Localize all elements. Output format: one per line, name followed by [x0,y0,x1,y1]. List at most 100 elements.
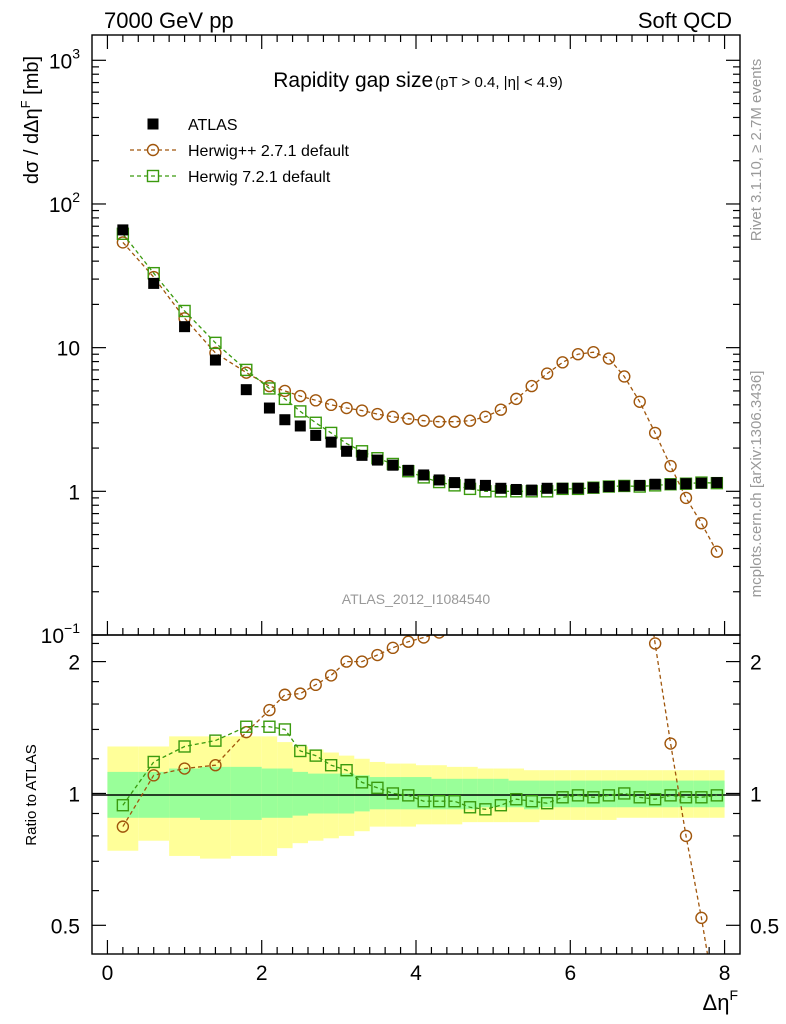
herwig7-ratio-point [355,776,369,789]
x-tick-label: 0 [102,962,114,985]
herwigpp-ratio-point [309,678,322,692]
x-tick-label: 4 [410,962,422,985]
legend-label: Herwig++ 2.7.1 default [188,143,350,160]
herwigpp-main-point [648,426,662,440]
atlas-main-point [603,481,615,493]
atlas-main-point [649,478,661,490]
ratio-y-tick-label-left: 1 [68,783,80,806]
tick-base: 10 [41,625,64,648]
tick-exp: −1 [64,620,80,636]
atlas-main-point [479,479,491,491]
stat-band-bin [277,768,293,818]
herwig7-ratio-point [618,787,631,800]
x-axis-label-text: Δη [703,990,730,1015]
herwigpp-main-point [309,394,322,407]
atlas-main-point [310,429,322,441]
herwigpp-ratio-point [603,402,614,413]
herwig7-ratio-point [417,795,430,808]
stat-band-bin [539,780,555,808]
main-series [116,224,724,558]
stat-band-bin [354,775,370,812]
atlas-main-point [495,482,507,494]
atlas-main-point [433,474,445,486]
herwigpp-ratio-point [542,447,553,458]
herwig7-ratio-point [664,789,677,802]
herwig7-ratio-point [402,789,415,802]
herwig7-ratio-point [648,793,662,806]
herwigpp-main-point [633,395,646,408]
herwigpp-main-point [510,392,523,406]
header-right: Soft QCD [638,8,732,33]
tick-exp: 3 [72,45,80,61]
herwigpp-main-point [417,414,430,427]
herwigpp-main-point [463,414,477,427]
herwigpp-main-point [479,410,492,424]
herwigpp-ratio-point [278,688,292,701]
herwigpp-ratio-point [324,669,338,682]
legend-marker [146,169,160,183]
herwigpp-main-point [432,415,446,428]
stat-band-bin [230,766,262,820]
herwigpp-main-line [122,241,718,553]
x-axis-label-sup: F [729,987,738,1003]
herwig7-ratio-point [587,791,600,804]
atlas-main-point [240,384,252,396]
atlas-main-point [587,482,599,494]
stat-band-bin [693,780,710,808]
herwig7-ratio-point [540,797,554,810]
herwig7-ratio-point [371,781,384,795]
herwigpp-ratio-point [417,635,430,644]
herwigpp-ratio-point [695,911,708,925]
ratio-y-tick-label-left: 2 [68,652,80,675]
herwigpp-main-point [116,236,130,249]
herwig7-ratio-point [278,723,292,736]
herwigpp-main-point [618,370,631,383]
atlas-main-point [263,402,275,414]
x-tick-label: 2 [256,962,268,985]
herwigpp-main-point [240,366,253,379]
legend-marker [146,143,160,157]
analysis-watermark: ATLAS_2012_I1084540 [342,591,491,607]
herwigpp-ratio-point [433,635,445,639]
herwigpp-ratio-point [679,829,693,843]
herwig7-ratio-point [525,795,538,808]
legend-marker [147,118,159,130]
herwig7-ratio-point [147,755,160,769]
stat-band-bin [385,777,401,810]
atlas-main-point [279,414,291,426]
main-y-tick-label: 10 [57,338,80,361]
herwig7-ratio-point [116,799,130,812]
atlas-main-point [341,445,353,457]
herwigpp-main-point [494,403,508,416]
y-axis-label-sup: F [18,100,33,108]
herwig7-ratio-point [309,749,322,762]
stat-band-bin [477,778,494,808]
herwigpp-main-point [695,516,708,530]
herwig7-ratio-point [679,791,693,804]
stat-band-bin [678,780,694,808]
atlas-main-point [526,484,538,496]
atlas-main-point [294,420,306,432]
herwig7-ratio-point [386,787,400,800]
atlas-main-point [711,477,723,489]
herwig7-main-point [240,363,253,377]
stat-band-bin [616,780,632,808]
herwig7-main-point [178,304,191,318]
herwig7-ratio-point [324,759,338,772]
ratio-y-tick-label-right: 1 [750,783,762,806]
herwig7-ratio-point [432,795,446,808]
herwigpp-ratio-point [511,524,522,535]
mcplots-label: mcplots.cern.ch [arXiv:1306.3436] [748,371,765,598]
herwig7-main-point [278,392,292,406]
tick-base: 10 [49,194,72,217]
header-left: 7000 GeV pp [104,8,234,33]
herwig7-ratio-point [463,801,477,814]
herwigpp-ratio-point [648,637,662,650]
herwig7-ratio-point [695,791,708,804]
herwig7-ratio-point [571,789,585,802]
stat-band-bin [200,766,231,820]
atlas-main-point [371,454,383,466]
herwigpp-ratio-point [495,567,506,578]
herwigpp-ratio-point [588,374,599,385]
chart-title-main: Rapidity gap size [273,69,433,92]
